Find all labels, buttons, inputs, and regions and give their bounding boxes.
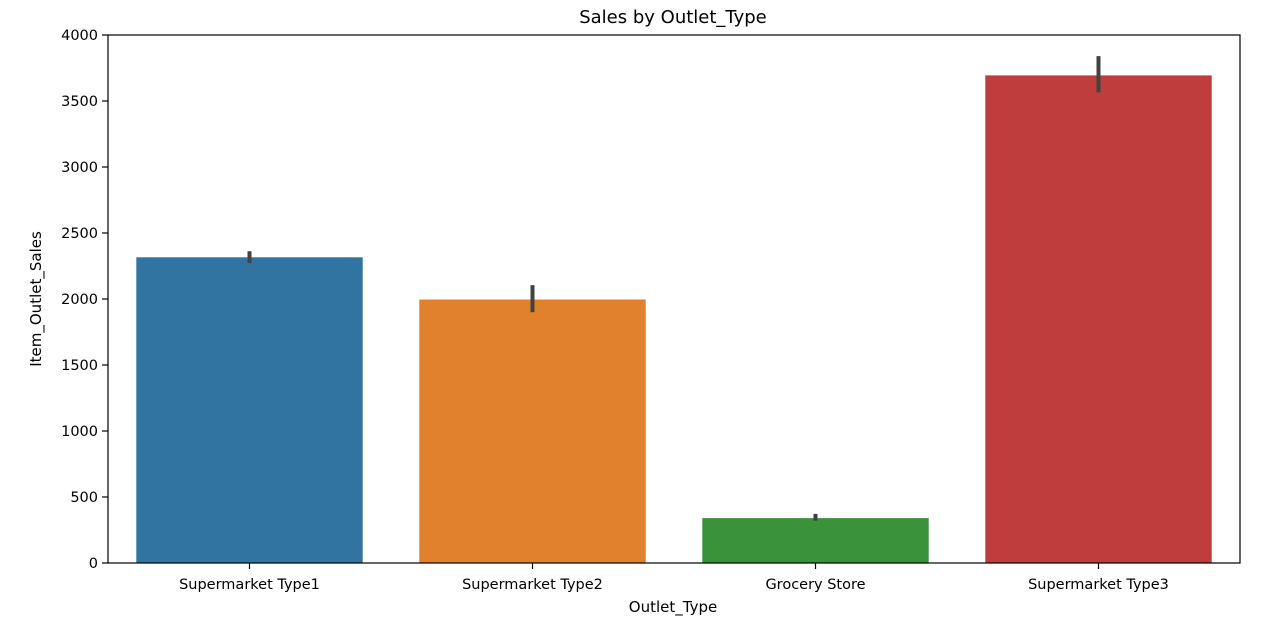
x-axis: Supermarket Type1 Supermarket Type2 Grocer… — [179, 563, 1169, 593]
bar-grocery-store — [702, 518, 929, 563]
x-tick-label: Grocery Store — [765, 577, 865, 593]
y-tick-label: 3000 — [61, 160, 98, 176]
x-axis-label: Outlet_Type — [629, 598, 717, 617]
bars-group — [136, 75, 1212, 563]
y-tick-label: 0 — [89, 556, 98, 572]
y-tick-label: 500 — [70, 490, 98, 506]
y-tick-label: 1500 — [61, 358, 98, 374]
y-tick-label: 2500 — [61, 226, 98, 242]
y-axis-label: Item_Outlet_Sales — [27, 231, 46, 367]
bar-supermarket-type1 — [136, 257, 363, 563]
y-tick-label: 3500 — [61, 94, 98, 110]
x-tick-label: Supermarket Type2 — [462, 577, 603, 593]
bar-supermarket-type2 — [419, 299, 646, 563]
error-bars-group — [247, 56, 1101, 521]
y-tick-label: 2000 — [61, 292, 98, 308]
chart-title: Sales by Outlet_Type — [579, 7, 767, 28]
x-tick-label: Supermarket Type3 — [1028, 577, 1169, 593]
y-tick-label: 1000 — [61, 424, 98, 440]
bar-supermarket-type3 — [985, 75, 1212, 563]
y-axis: 0 500 1000 1500 2000 2500 3000 3500 4000 — [61, 28, 108, 572]
plot-frame — [107, 34, 1241, 564]
y-tick-label: 4000 — [61, 28, 98, 44]
x-tick-label: Supermarket Type1 — [179, 577, 320, 593]
